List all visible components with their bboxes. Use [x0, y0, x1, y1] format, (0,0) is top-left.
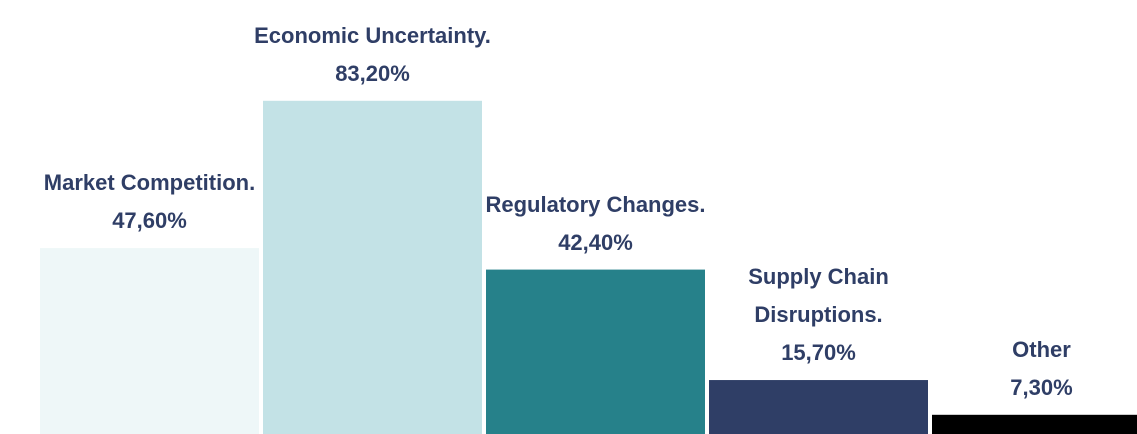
- bar: [40, 248, 259, 434]
- data-label: Supply Chain Disruptions. 15,70%: [734, 258, 904, 372]
- data-label: Regulatory Changes. 42,40%: [436, 186, 756, 262]
- category-label: Other: [1012, 336, 1071, 362]
- category-label: Regulatory Changes.: [485, 191, 706, 217]
- value-label: 42,40%: [558, 229, 633, 255]
- data-label: Other 7,30%: [932, 331, 1137, 407]
- value-label: 15,70%: [781, 340, 856, 366]
- bar: [709, 380, 928, 434]
- bar: [263, 100, 482, 434]
- category-label: Supply Chain Disruptions.: [748, 264, 889, 328]
- value-label: 47,60%: [112, 208, 187, 234]
- value-label: 83,20%: [335, 60, 410, 86]
- category-label: Market Competition.: [43, 170, 256, 196]
- value-label: 7,30%: [1010, 374, 1073, 400]
- bar: [932, 414, 1137, 434]
- data-label: Market Competition. 47,60%: [0, 164, 310, 240]
- data-label: Economic Uncertainty. 83,20%: [213, 17, 533, 93]
- category-label: Economic Uncertainty.: [254, 22, 491, 48]
- bar: [486, 269, 705, 434]
